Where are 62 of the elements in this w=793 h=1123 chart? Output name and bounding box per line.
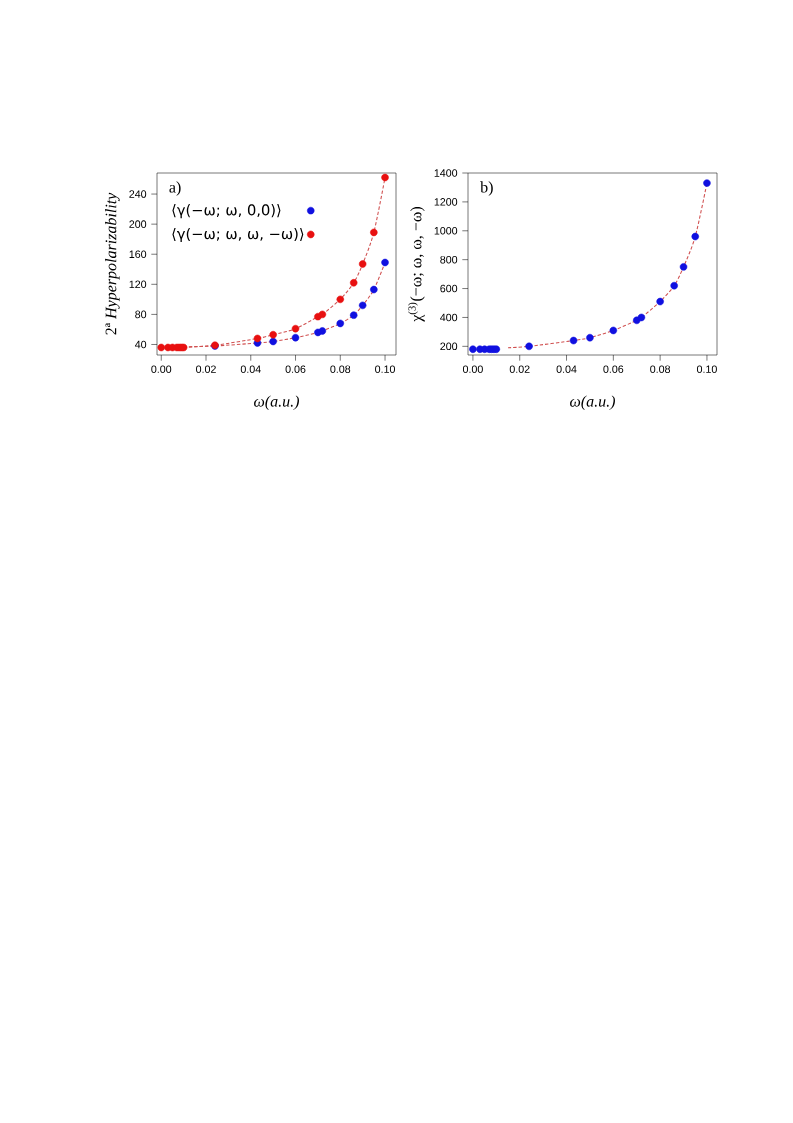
point <box>586 333 594 342</box>
x-tick-label: 0.04 <box>240 365 261 373</box>
point <box>670 281 678 290</box>
y-tick-label: 200 <box>129 220 147 228</box>
point <box>349 279 358 287</box>
point <box>381 258 389 267</box>
legend-label: ⟨γ(−ω; ω, 0,0)⟩ <box>172 204 281 219</box>
point <box>370 228 378 237</box>
x-axis-title: ω(a.u.) <box>570 395 615 410</box>
point <box>381 173 389 182</box>
y-tick-label: 40 <box>134 340 147 349</box>
point <box>336 319 345 328</box>
point <box>336 295 345 304</box>
y-axis-title: χ$^{(3)}$(−ω; ω, ω, −ω) <box>408 206 425 322</box>
point <box>358 301 367 310</box>
point <box>609 326 618 335</box>
point <box>253 334 262 343</box>
x-tick-label: 0.00 <box>151 365 172 373</box>
y-tick-label: 600 <box>440 284 458 293</box>
x-tick-label: 0.08 <box>650 365 671 373</box>
x-tick-label: 0.06 <box>603 365 624 373</box>
point <box>703 179 711 187</box>
x-tick-label: 0.10 <box>375 365 395 373</box>
x-axis-title: ω(a.u.) <box>254 395 299 410</box>
point <box>349 311 358 319</box>
y-tick-label: 1000 <box>434 227 458 235</box>
x-tick-label: 0.02 <box>196 365 216 373</box>
point <box>269 330 277 339</box>
y-tick-label: 400 <box>440 313 458 322</box>
y-tick-label: 160 <box>129 250 147 258</box>
y-tick-label: 800 <box>440 255 458 264</box>
x-tick-label: 0.10 <box>696 365 717 373</box>
point <box>318 310 327 319</box>
legend-label: ⟨γ(−ω; ω, ω, −ω)⟩ <box>172 227 304 243</box>
x-tick-label: 0.08 <box>330 365 351 373</box>
point <box>637 313 646 322</box>
point <box>269 337 277 346</box>
y-tick-label: 80 <box>135 310 147 319</box>
point <box>469 345 477 353</box>
point <box>318 327 327 335</box>
y-tick-label: 200 <box>440 342 458 351</box>
x-tick-label: 0.00 <box>462 365 483 373</box>
point <box>291 333 300 342</box>
y-axis-title: 2ª Hyperpolarizability <box>105 192 120 335</box>
x-tick-label: 0.04 <box>556 365 577 373</box>
point <box>569 336 578 345</box>
point <box>157 343 165 352</box>
point <box>525 342 533 351</box>
y-tick-label: 120 <box>129 280 147 289</box>
y-tick-label: 1400 <box>434 169 458 177</box>
point <box>679 263 688 271</box>
annotation: b) <box>480 181 493 196</box>
x-tick-label: 0.06 <box>285 365 306 373</box>
point <box>656 297 664 306</box>
y-tick-label: 240 <box>129 190 147 198</box>
point <box>370 285 378 294</box>
point <box>358 260 367 268</box>
annotation: a) <box>169 181 181 196</box>
x-tick-label: 0.02 <box>509 365 530 373</box>
point <box>691 232 699 241</box>
point <box>291 324 300 333</box>
y-tick-label: 1200 <box>434 198 458 206</box>
